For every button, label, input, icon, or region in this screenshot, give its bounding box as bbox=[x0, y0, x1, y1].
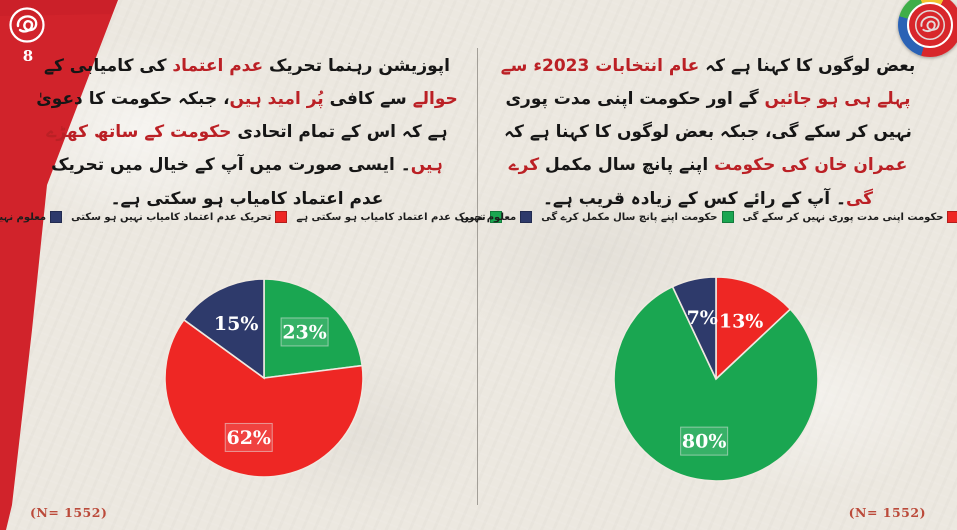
question-segment: ، جبکہ حکومت کا دعویٰ ہے کہ اس کے تمام ا… bbox=[36, 89, 448, 143]
question-segment: گے اور حکومت اپنی مدت پوری نہیں کر سکے گ… bbox=[504, 89, 912, 143]
pie-label-box bbox=[680, 426, 729, 456]
pie-slice bbox=[263, 278, 364, 379]
legend-item-dont-know: معلوم نہیں bbox=[0, 211, 63, 223]
pie-label-box bbox=[224, 422, 273, 452]
left-pie-chart: 23% 62% 15% bbox=[164, 278, 364, 478]
question-segment: اپوزیشن رہنما تحریک bbox=[263, 56, 450, 76]
pie-data-label: 15% bbox=[214, 313, 259, 335]
sample-size-right: (N= 1552) bbox=[848, 505, 926, 520]
red-accent-band bbox=[0, 0, 118, 530]
legend-label: معلوم نہیں bbox=[460, 211, 517, 223]
legend-label: معلوم نہیں bbox=[0, 211, 47, 223]
legend-item-complete-five-years: حکومت اپنے پانچ سال مکمل کرے گی bbox=[541, 211, 734, 223]
left-chart-legend: معلوم نہیں تحریک عدم اعتماد کامیاب نہیں … bbox=[0, 211, 502, 223]
legend-item-dont-know: معلوم نہیں bbox=[461, 211, 533, 223]
panel-divider bbox=[477, 48, 478, 505]
page-number: 8 bbox=[22, 47, 34, 65]
legend-swatch-navy bbox=[520, 211, 533, 223]
question-segment: ۔ آپ کے رائے کس کے زیادہ قریب ہے۔ bbox=[542, 188, 846, 209]
pie-slice bbox=[715, 276, 792, 381]
question-segment-highlight: حکومت کے ساتھ کھڑے ہیں bbox=[46, 122, 443, 176]
legend-item-cannot-succeed: تحریک عدم اعتماد کامیاب نہیں ہو سکتی bbox=[71, 211, 288, 223]
pie-data-label: 23% bbox=[282, 321, 327, 343]
pie-slice bbox=[182, 278, 265, 380]
legend-label: حکومت اپنی مدت پوری نہیں کر سکے گی bbox=[742, 211, 944, 223]
legend-swatch-red bbox=[947, 211, 957, 223]
right-chart-legend: معلوم نہیں حکومت اپنے پانچ سال مکمل کرے … bbox=[461, 211, 957, 223]
legend-swatch-red bbox=[275, 211, 288, 223]
pie-slice bbox=[613, 285, 819, 482]
brand-swirl-logo-icon bbox=[9, 7, 45, 43]
question-segment-highlight: حوالے bbox=[412, 89, 458, 110]
question-segment-highlight: عمران خان کی حکومت bbox=[714, 155, 908, 176]
question-segment: بعض لوگوں کا کہنا ہے کہ bbox=[699, 56, 916, 76]
question-segment: سے کافی bbox=[323, 89, 413, 110]
question-segment: ۔ ایسی صورت میں آپ کے خیال میں تحریک عدم… bbox=[51, 155, 411, 209]
pie-data-label: 62% bbox=[226, 427, 271, 449]
pie-data-label: 80% bbox=[682, 431, 727, 453]
company-ring-logo bbox=[898, 0, 957, 57]
company-logo-swirl-icon bbox=[907, 2, 953, 48]
question-segment: کی کامیابی کے bbox=[44, 56, 173, 76]
pie-label-box bbox=[280, 317, 329, 347]
pie-slice bbox=[164, 318, 364, 478]
right-question-text: بعض لوگوں کا کہنا ہے کہ عام انتخابات 202… bbox=[493, 50, 923, 216]
legend-item-not-complete-term: حکومت اپنی مدت پوری نہیں کر سکے گی bbox=[743, 211, 957, 223]
question-segment-highlight: پُر امید ہیں bbox=[229, 89, 324, 110]
question-segment: اپنے پانچ سال مکمل bbox=[539, 155, 715, 176]
question-segment-highlight: کرے گی bbox=[508, 155, 874, 209]
legend-swatch-green bbox=[489, 211, 502, 223]
pie-slice bbox=[671, 276, 717, 380]
legend-label: حکومت اپنے پانچ سال مکمل کرے گی bbox=[541, 211, 718, 223]
pie-data-label: 7% bbox=[687, 307, 718, 329]
left-question-text: اپوزیشن رہنما تحریک عدم اعتماد کی کامیاب… bbox=[32, 50, 462, 216]
legend-label: تحریک عدم اعتماد کامیاب نہیں ہو سکتی bbox=[71, 211, 272, 223]
question-segment-highlight: عام انتخابات 2023ء سے پہلے ہی ہو جائیں bbox=[500, 56, 911, 110]
legend-swatch-green bbox=[721, 211, 734, 223]
right-pie-chart: 13% 80% 7% bbox=[613, 276, 819, 482]
legend-item-can-succeed: تحریک عدم اعتماد کامیاب ہو سکتی ہے bbox=[296, 211, 502, 223]
pie-data-label: 13% bbox=[719, 310, 764, 332]
sample-size-left: (N= 1552) bbox=[30, 505, 108, 520]
legend-label: تحریک عدم اعتماد کامیاب ہو سکتی ہے bbox=[296, 211, 486, 223]
legend-swatch-navy bbox=[50, 211, 63, 223]
question-segment-highlight: عدم اعتماد bbox=[172, 56, 264, 76]
